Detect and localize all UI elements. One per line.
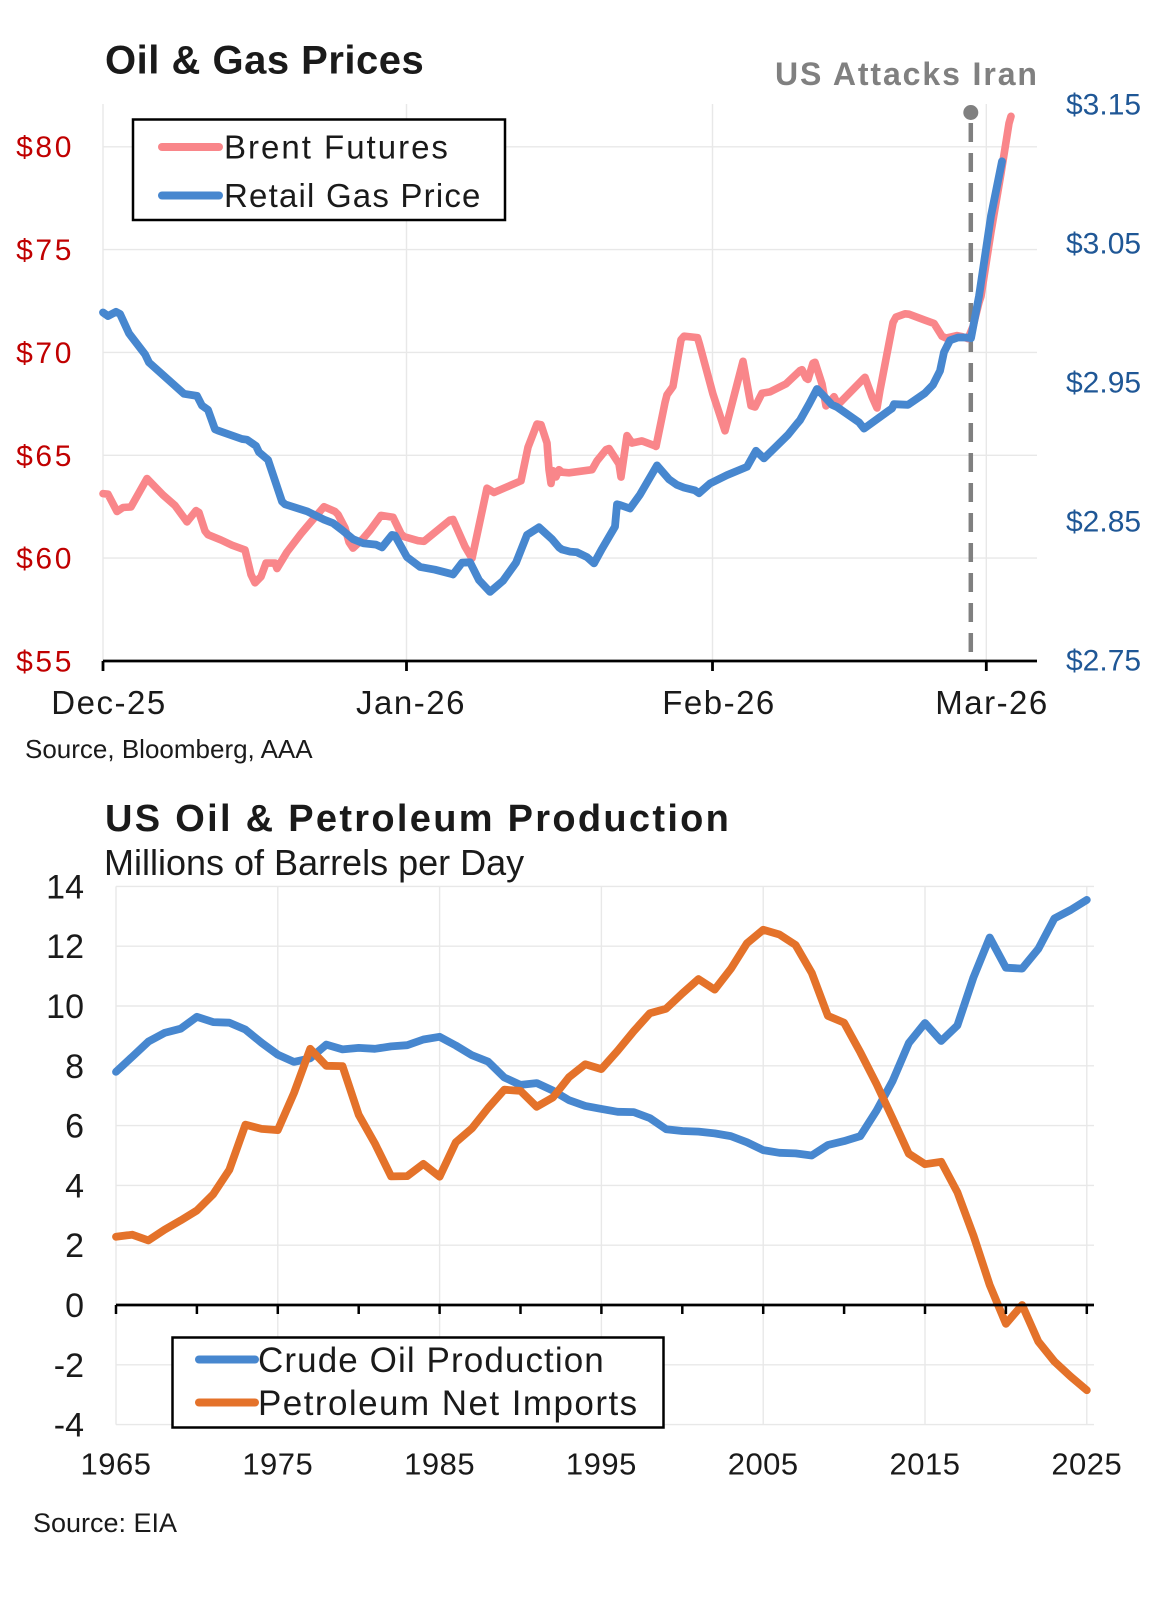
svg-text:$70: $70 <box>16 337 74 370</box>
svg-text:1985: 1985 <box>404 1447 475 1482</box>
svg-text:$3.05: $3.05 <box>1066 228 1141 261</box>
svg-text:US Attacks Iran: US Attacks Iran <box>775 56 1039 92</box>
svg-text:$55: $55 <box>16 646 74 679</box>
svg-text:-4: -4 <box>54 1407 84 1445</box>
svg-text:8: 8 <box>65 1048 84 1086</box>
svg-text:1995: 1995 <box>566 1447 637 1482</box>
svg-text:$2.95: $2.95 <box>1066 367 1141 400</box>
svg-text:12: 12 <box>46 928 84 966</box>
svg-text:Crude Oil Production: Crude Oil Production <box>258 1341 605 1380</box>
svg-text:6: 6 <box>65 1108 84 1146</box>
svg-text:1965: 1965 <box>81 1447 152 1482</box>
svg-text:Source, Bloomberg, AAA: Source, Bloomberg, AAA <box>25 734 313 764</box>
svg-text:Feb-26: Feb-26 <box>662 684 776 721</box>
svg-text:$65: $65 <box>16 440 74 473</box>
svg-text:Mar-26: Mar-26 <box>935 684 1049 721</box>
svg-text:Millions of Barrels per Day: Millions of Barrels per Day <box>104 842 524 883</box>
svg-text:-2: -2 <box>54 1347 84 1385</box>
svg-text:1975: 1975 <box>242 1447 313 1482</box>
svg-text:Petroleum Net Imports: Petroleum Net Imports <box>258 1384 639 1423</box>
svg-text:2025: 2025 <box>1051 1447 1122 1482</box>
svg-text:4: 4 <box>65 1167 84 1205</box>
svg-text:Dec-25: Dec-25 <box>51 684 166 721</box>
svg-text:14: 14 <box>46 868 84 906</box>
svg-text:2: 2 <box>65 1227 84 1265</box>
svg-text:Source: EIA: Source: EIA <box>33 1508 177 1538</box>
svg-text:2015: 2015 <box>890 1447 961 1482</box>
svg-text:2005: 2005 <box>728 1447 799 1482</box>
svg-text:0: 0 <box>65 1287 84 1325</box>
svg-text:Oil & Gas Prices: Oil & Gas Prices <box>105 39 424 83</box>
svg-text:$3.15: $3.15 <box>1066 89 1141 122</box>
svg-text:$80: $80 <box>16 131 74 164</box>
svg-text:Brent Futures: Brent Futures <box>224 129 450 166</box>
svg-text:$60: $60 <box>16 543 74 576</box>
svg-text:Retail Gas Price: Retail Gas Price <box>224 177 482 214</box>
svg-text:US Oil & Petroleum Production: US Oil & Petroleum Production <box>105 798 731 840</box>
svg-text:$2.75: $2.75 <box>1066 645 1141 678</box>
svg-text:Jan-26: Jan-26 <box>356 684 466 721</box>
svg-text:$2.85: $2.85 <box>1066 506 1141 539</box>
svg-text:$75: $75 <box>16 234 74 267</box>
svg-text:10: 10 <box>46 988 84 1026</box>
